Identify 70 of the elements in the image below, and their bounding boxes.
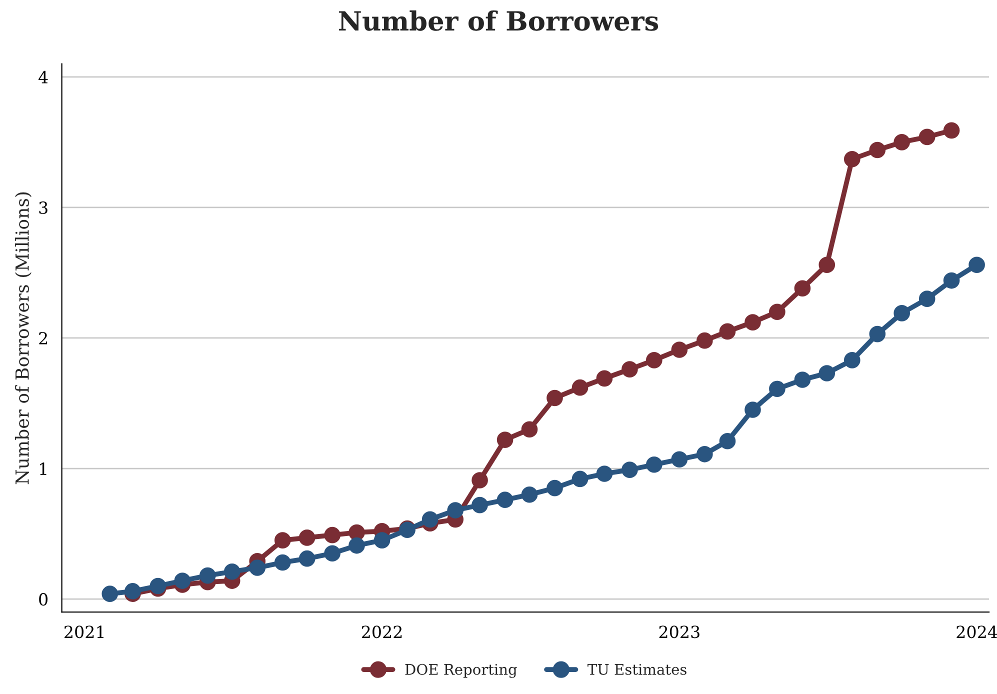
- point: [894, 305, 910, 322]
- point: [696, 446, 713, 462]
- point: [174, 572, 191, 589]
- x-tick-label: 2024: [956, 626, 997, 638]
- point: [572, 470, 588, 488]
- point: [324, 526, 340, 544]
- point: [671, 342, 688, 358]
- point: [894, 134, 910, 150]
- point: [918, 290, 936, 307]
- point: [546, 480, 563, 496]
- legend-label: TU Estimates: [588, 664, 686, 675]
- point: [521, 421, 538, 438]
- point: [968, 256, 985, 274]
- x-tick-label: 2023: [659, 626, 700, 638]
- point: [224, 563, 240, 580]
- point: [869, 142, 886, 158]
- point: [472, 496, 488, 514]
- point: [719, 323, 736, 340]
- x-tick-label: 2022: [362, 626, 402, 638]
- point: [646, 352, 662, 368]
- y-tick-label: 3: [39, 201, 48, 214]
- point: [572, 379, 588, 396]
- point: [447, 502, 464, 518]
- point: [596, 370, 613, 387]
- y-tick-label: 2: [39, 332, 47, 344]
- point: [274, 532, 291, 548]
- point: [249, 560, 266, 576]
- point: [869, 326, 886, 342]
- point: [622, 462, 638, 478]
- point: [274, 554, 291, 571]
- point: [744, 402, 761, 418]
- point: [102, 586, 118, 602]
- point: [844, 150, 860, 168]
- y-tick-label: 1: [40, 462, 46, 475]
- point: [496, 492, 514, 508]
- y-tick-label: 4: [38, 70, 48, 84]
- point: [348, 524, 365, 541]
- y-tick-label: 0: [39, 593, 48, 606]
- point: [696, 332, 713, 349]
- point: [200, 567, 216, 584]
- point: [671, 451, 688, 468]
- point: [943, 122, 960, 139]
- point: [521, 486, 538, 503]
- point: [744, 314, 761, 330]
- point: [324, 545, 340, 562]
- point: [374, 532, 390, 548]
- point: [943, 272, 960, 289]
- point: [719, 432, 736, 450]
- point: [422, 511, 438, 528]
- point: [298, 530, 316, 546]
- point: [622, 361, 638, 378]
- point: [844, 352, 860, 368]
- point: [348, 537, 365, 554]
- point: [472, 472, 488, 488]
- point: [546, 390, 563, 406]
- point: [818, 256, 836, 274]
- point: [918, 128, 936, 146]
- x-tick-label: 2021: [64, 626, 104, 638]
- point: [794, 280, 811, 297]
- point: [298, 550, 316, 567]
- point: [794, 372, 811, 388]
- point: [769, 380, 786, 398]
- point: [496, 432, 514, 448]
- point: [646, 456, 662, 473]
- y-axis-title: Number of Borrowers (Millions): [14, 192, 32, 484]
- chart-title: Number of Borrowers: [339, 10, 658, 31]
- point: [818, 365, 836, 382]
- point: [769, 304, 786, 320]
- point: [596, 466, 613, 482]
- legend-label: DOE Reporting: [405, 664, 517, 678]
